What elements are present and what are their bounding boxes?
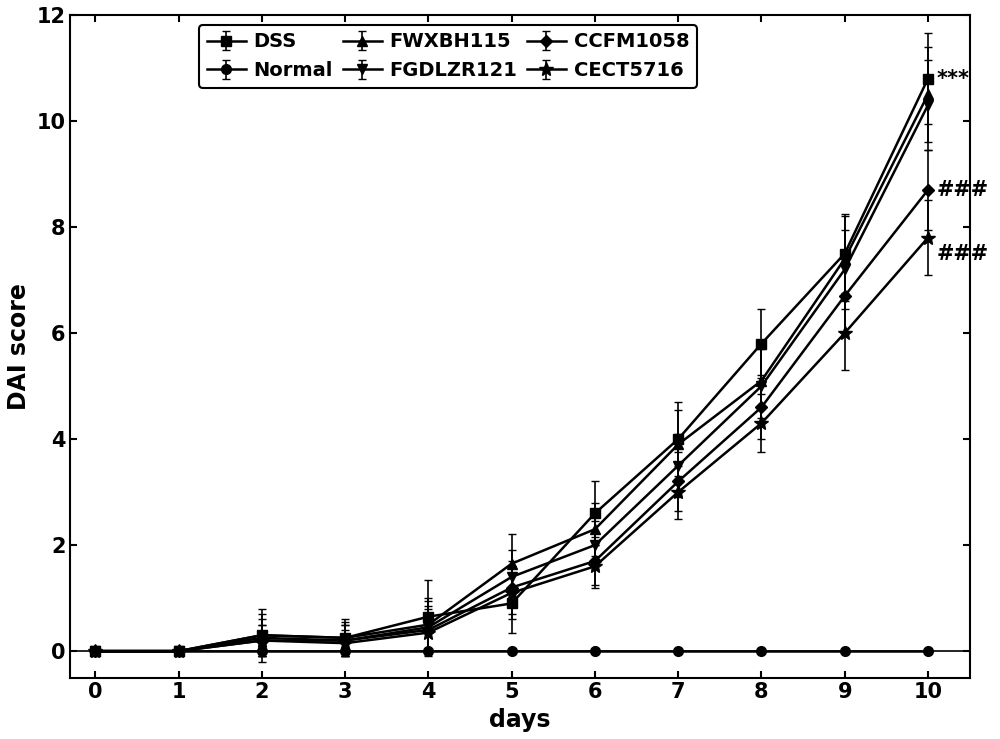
Text: ###: ### xyxy=(936,180,988,200)
X-axis label: days: days xyxy=(489,708,551,732)
Legend: DSS, Normal, FWXBH115, FGDLZR121, CCFM1058, CECT5716: DSS, Normal, FWXBH115, FGDLZR121, CCFM10… xyxy=(199,24,697,88)
Y-axis label: DAI score: DAI score xyxy=(7,283,31,409)
Text: ***: *** xyxy=(936,69,969,89)
Text: ###: ### xyxy=(936,244,988,264)
